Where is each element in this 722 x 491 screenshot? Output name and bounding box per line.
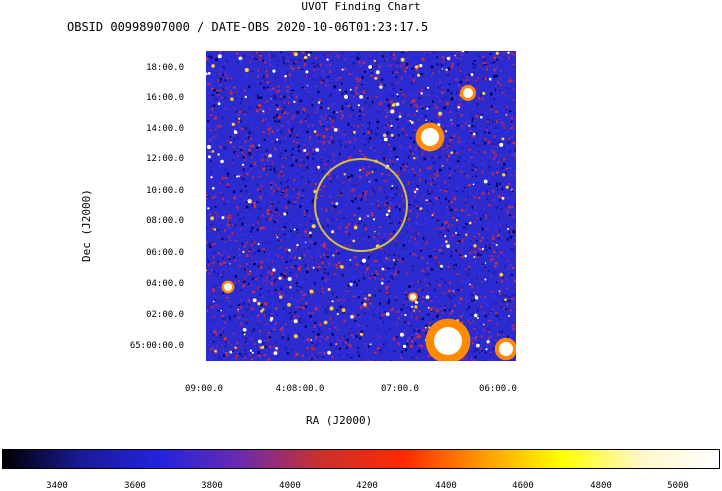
colorbar-tick-label: 3600 [124,481,146,491]
y-tick-label: 16:00.0 [146,93,184,103]
colorbar-tick-label: 4200 [356,481,378,491]
y-tick-label: 18:00.0 [146,63,184,73]
y-tick-label: 08:00.0 [146,216,184,226]
y-tick-label: 06:00.0 [146,248,184,258]
y-tick-label: 14:00.0 [146,124,184,134]
y-tick-label: 10:00.0 [146,186,184,196]
y-tick-label: 02:00.0 [146,310,184,320]
colorbar-tick-label: 4800 [590,481,612,491]
chart-subtitle: OBSID 00998907000 / DATE-OBS 2020-10-06T… [67,20,428,34]
colorbar-tick-label: 4600 [512,481,534,491]
colorbar [2,449,720,469]
colorbar-tick-label: 3400 [46,481,68,491]
chart-title: UVOT Finding Chart [0,0,722,13]
source-region-circle [315,159,407,251]
y-tick-label: 65:00:00.0 [130,341,184,351]
x-tick-label: 06:00.0 [479,384,517,394]
plot-area [206,51,516,361]
colorbar-tick-label: 5000 [667,481,689,491]
y-tick-label: 04:00.0 [146,279,184,289]
x-tick-label: 07:00.0 [381,384,419,394]
colorbar-tick-label: 3800 [201,481,223,491]
colorbar-tick-label: 4000 [279,481,301,491]
colorbar-tick-label: 4400 [435,481,457,491]
x-axis-label: RA (J2000) [306,414,372,427]
y-axis-label: Dec (J2000) [80,189,93,262]
heatmap-image [206,51,516,361]
x-tick-label: 4:08:00.0 [276,384,325,394]
x-tick-label: 09:00.0 [185,384,223,394]
y-tick-label: 12:00.0 [146,154,184,164]
